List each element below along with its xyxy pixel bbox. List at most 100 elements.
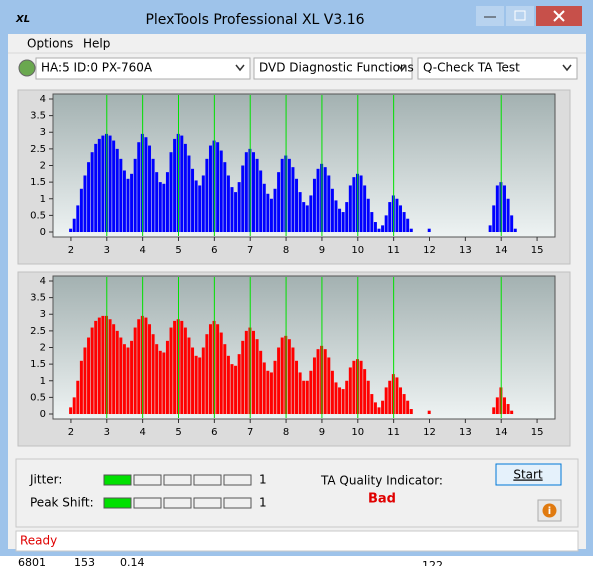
bar [230,364,234,415]
bar [226,355,230,415]
bar [72,397,76,415]
bar [259,170,263,233]
bar [291,167,295,233]
bar [506,404,510,415]
y-tick-label: 0.5 [30,392,46,403]
bar [87,337,91,415]
bar [427,410,431,415]
bar [234,365,238,415]
bar [352,177,356,233]
bar [230,187,234,233]
bar [510,215,514,233]
menu-help[interactable]: Help [83,37,110,51]
bar [363,369,367,415]
bar [83,175,87,233]
bar [234,192,238,233]
peak-shift-value: 1 [259,496,267,510]
bar [327,357,331,415]
bar [226,175,230,233]
x-tick-label: 14 [495,245,508,256]
bar [183,327,187,415]
x-tick-label: 2 [68,427,74,438]
bar [495,397,499,415]
bar [183,143,187,233]
bar [244,330,248,415]
bar [101,315,105,415]
bar [191,168,195,233]
y-tick-label: 1.5 [30,177,46,188]
bar [148,145,152,233]
bar [305,205,309,233]
bar [330,370,334,415]
function-select[interactable] [253,57,413,80]
bar [395,198,399,233]
background-text: 153 [74,556,95,566]
x-tick-label: 6 [211,427,217,438]
x-tick-label: 11 [387,245,400,256]
bar [381,400,385,415]
bar [76,380,80,415]
bar [323,349,327,415]
drive-select-text: HA:5 ID:0 PX-760A [41,61,153,75]
x-tick-label: 12 [423,245,436,256]
bar [366,198,370,233]
bar [492,407,496,415]
bar [406,400,410,415]
maximize-button[interactable] [506,6,534,26]
bar [79,188,83,233]
bar [402,212,406,233]
bar [341,389,345,415]
bar [252,152,255,233]
bar [194,355,198,415]
meter-segment [133,497,162,509]
x-tick-label: 13 [459,427,472,438]
bar [216,324,220,415]
bar [72,218,76,233]
bar [359,175,363,233]
bar [94,320,98,415]
bar [373,222,377,233]
bar [162,352,166,415]
bar [295,178,299,233]
bar [241,340,245,415]
bar [269,198,273,233]
bar [155,172,159,233]
y-tick-label: 3.5 [30,111,46,122]
meter-segment [103,474,132,486]
minimize-button[interactable] [476,6,504,26]
bar [191,347,195,415]
bar [345,380,349,415]
x-tick-label: 8 [283,427,289,438]
x-tick-label: 5 [175,245,181,256]
bar [323,167,327,233]
x-tick-label: 2 [68,245,74,256]
menu-options[interactable]: Options [27,37,73,51]
start-button-text: Start [513,468,543,482]
bar [194,180,198,233]
bar [302,380,306,415]
bar [219,332,223,415]
bar [198,185,202,233]
bar [384,215,388,233]
y-tick-label: 1.5 [30,359,46,370]
y-tick-label: 1 [40,376,46,387]
test-select[interactable] [417,57,578,80]
bar [280,337,284,415]
dropdown-arrow [397,64,407,72]
bar [399,387,403,415]
bar [119,158,123,233]
app-icon: XL [15,14,30,25]
dropdown-arrow [562,64,572,72]
start-button[interactable] [495,463,562,486]
bar [381,225,385,233]
bar [277,347,281,415]
bar [309,370,313,415]
meter-segment [223,497,252,509]
bar [269,372,273,415]
drive-select[interactable] [35,57,251,80]
bar [327,175,331,233]
bar [173,138,177,233]
bar [352,360,356,415]
drive-icon [18,59,36,77]
bar [151,334,155,415]
